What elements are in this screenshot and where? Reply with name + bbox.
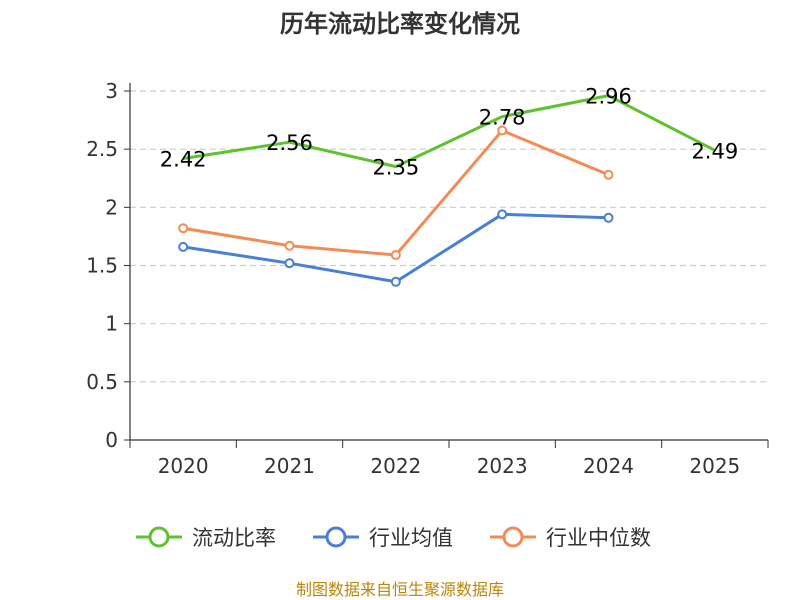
series-2-point bbox=[497, 125, 508, 136]
x-tick-label: 2022 bbox=[370, 454, 421, 478]
data-label: 2.42 bbox=[160, 147, 207, 171]
source-note: 制图数据来自恒生聚源数据库 bbox=[296, 580, 504, 599]
y-tick-label: 1 bbox=[105, 312, 118, 336]
x-tick-label: 2024 bbox=[583, 454, 634, 478]
series-line-0 bbox=[182, 94, 716, 169]
series-2-point bbox=[390, 250, 401, 261]
legend-label: 流动比率 bbox=[192, 526, 276, 550]
data-labels: 2.42 2.56 2.35 2.78 2.96 2.49 bbox=[160, 85, 738, 180]
data-label: 2.35 bbox=[372, 156, 419, 180]
y-tick-label: 2 bbox=[105, 195, 118, 219]
series-2-point bbox=[603, 169, 614, 180]
legend-marker bbox=[502, 526, 524, 548]
legend-marker bbox=[325, 526, 347, 548]
series-1-point bbox=[284, 258, 295, 269]
axes: 0 0.5 1 1.5 2 2.5 3 2020 2021 2022 2023 2024 2025 bbox=[86, 79, 769, 478]
legend-item-2: 行业中位数 bbox=[490, 526, 651, 550]
x-tick-label: 2020 bbox=[158, 454, 209, 478]
series-1-point bbox=[178, 241, 189, 252]
chart-title: 历年流动比率变化情况 bbox=[280, 10, 520, 38]
series-line-1 bbox=[182, 212, 609, 284]
data-label: 2.56 bbox=[266, 131, 313, 155]
y-tick-label: 2.5 bbox=[86, 137, 118, 161]
legend-item-1: 行业均值 bbox=[313, 526, 453, 550]
y-tick-label: 1.5 bbox=[86, 254, 118, 278]
series-layer bbox=[178, 94, 716, 287]
y-tick-label: 0.5 bbox=[86, 370, 118, 394]
series-1-point bbox=[390, 276, 401, 287]
data-label: 2.78 bbox=[479, 106, 526, 130]
y-tick-label: 0 bbox=[105, 428, 118, 452]
series-1-point bbox=[497, 209, 508, 220]
legend-label: 行业均值 bbox=[369, 526, 453, 550]
series-2-point bbox=[284, 240, 295, 251]
y-tick-label: 3 bbox=[105, 79, 118, 103]
x-tick-label: 2023 bbox=[477, 454, 528, 478]
legend: 流动比率 行业均值 行业中位数 bbox=[136, 526, 651, 550]
legend-label: 行业中位数 bbox=[546, 526, 651, 550]
series-1-point bbox=[603, 212, 614, 223]
data-label: 2.49 bbox=[691, 139, 738, 163]
legend-item-0: 流动比率 bbox=[136, 526, 276, 550]
x-tick-label: 2025 bbox=[689, 454, 740, 478]
grid bbox=[130, 90, 768, 383]
data-label: 2.96 bbox=[585, 85, 632, 109]
series-2-point bbox=[178, 223, 189, 234]
legend-marker bbox=[148, 526, 170, 548]
x-tick-label: 2021 bbox=[264, 454, 315, 478]
